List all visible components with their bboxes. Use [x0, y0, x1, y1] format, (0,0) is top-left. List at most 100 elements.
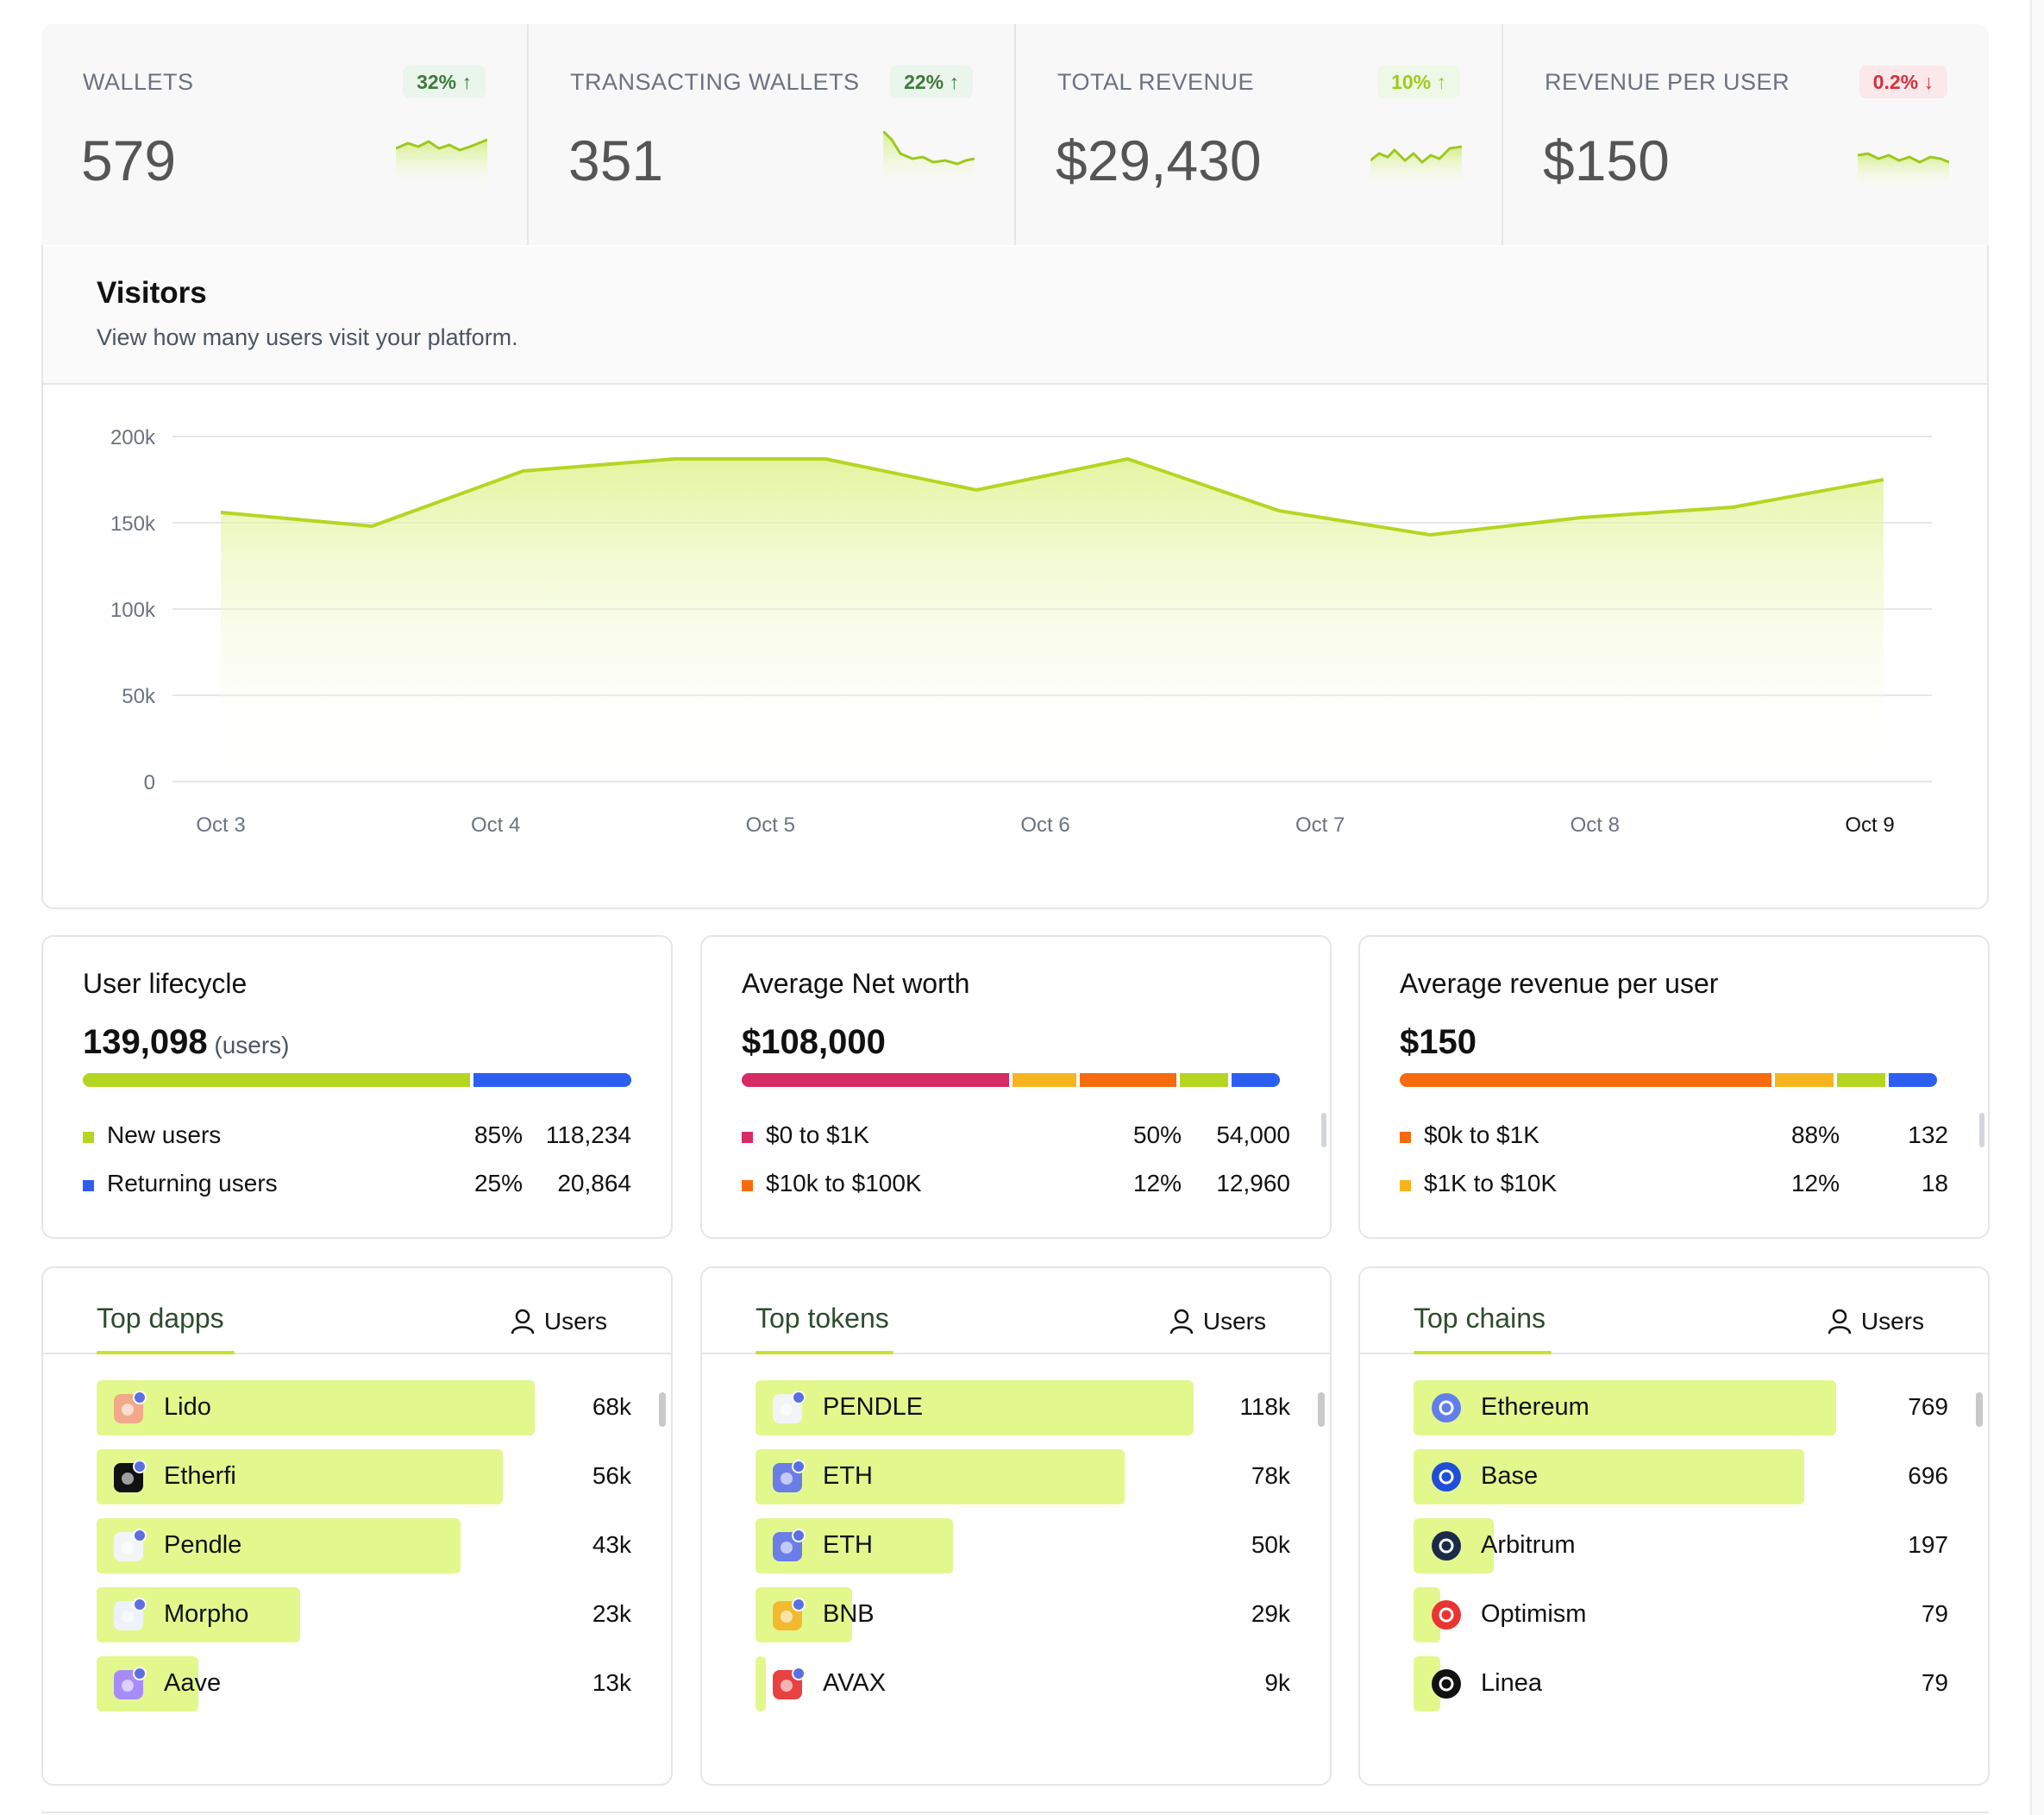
user-icon: [511, 1309, 535, 1335]
list-item[interactable]: Lido 68k: [97, 1380, 631, 1435]
distribution-segment[interactable]: [83, 1073, 470, 1087]
legend-count: 18: [1921, 1170, 1948, 1196]
active-tab-indicator: [97, 1351, 235, 1354]
legend-count: 132: [1908, 1121, 1948, 1148]
list-item[interactable]: PENDLE 118k: [756, 1380, 1290, 1435]
x-tick-label[interactable]: Oct 7: [1295, 813, 1345, 837]
value-bar: [1414, 1380, 1836, 1435]
value-bar: [756, 1587, 852, 1642]
list-item[interactable]: Etherfi 56k: [97, 1449, 631, 1504]
scrollbar-thumb[interactable]: [1321, 1113, 1326, 1147]
list-tab[interactable]: Top dapps: [97, 1303, 224, 1334]
item-name: Base: [1481, 1462, 1539, 1490]
kpi-wallets[interactable]: WALLETS 32% ↑ 579: [41, 24, 529, 245]
distribution-segment[interactable]: [1837, 1073, 1886, 1087]
base-chain-icon: [1429, 1460, 1464, 1494]
item-value: 118k: [1239, 1393, 1290, 1420]
item-name: PENDLE: [823, 1393, 924, 1421]
item-name: ETH: [823, 1462, 873, 1490]
legend-row: $1K to $10K 12% 18: [1400, 1170, 1948, 1204]
item-name: Optimism: [1481, 1600, 1587, 1628]
y-tick-label: 50k: [122, 685, 156, 708]
legend-count: 118,234: [545, 1121, 631, 1148]
distribution-segment[interactable]: [1774, 1073, 1834, 1087]
scrollbar-thumb[interactable]: [1979, 1113, 1984, 1147]
item-name: AVAX: [823, 1669, 887, 1697]
kpi-value: 579: [81, 129, 177, 192]
user-icon: [1828, 1309, 1852, 1335]
list-item[interactable]: ETH 78k: [756, 1449, 1290, 1504]
legend-label: $0k to $1K: [1424, 1121, 1539, 1148]
list-item[interactable]: Linea 79: [1414, 1656, 1948, 1711]
legend-label: New users: [107, 1121, 222, 1148]
scrollbar-thumb[interactable]: [659, 1392, 666, 1427]
morpho-icon: [112, 1598, 147, 1632]
kpi-title: REVENUE PER USER: [1545, 69, 1790, 95]
item-name: Lido: [164, 1393, 211, 1421]
list-item[interactable]: Aave 13k: [97, 1656, 631, 1711]
list-item[interactable]: Pendle 43k: [97, 1518, 631, 1573]
etherfi-icon: [112, 1460, 147, 1494]
distribution-segment[interactable]: [1400, 1073, 1771, 1087]
visitors-line: [220, 457, 1884, 537]
user-icon: [1169, 1309, 1194, 1335]
kpi-change-badge: 22% ↑: [890, 66, 973, 98]
users-label: Users: [543, 1308, 607, 1335]
scrollbar-thumb[interactable]: [1976, 1392, 1983, 1427]
distribution-segment[interactable]: [1013, 1073, 1077, 1087]
distribution-segment[interactable]: [1889, 1073, 1938, 1087]
kpi-revenue-per-user[interactable]: REVENUE PER USER 0.2% ↓ $150: [1503, 24, 1989, 245]
distribution-segment[interactable]: [473, 1073, 631, 1087]
item-name: Linea: [1481, 1669, 1542, 1697]
kpi-total-revenue[interactable]: TOTAL REVENUE 10% ↑ $29,430: [1016, 24, 1503, 245]
scrollbar-thumb[interactable]: [1318, 1392, 1325, 1427]
list-item[interactable]: Base 696: [1414, 1449, 1948, 1504]
legend-label: Returning users: [107, 1170, 278, 1196]
legend-label: $0 to $1K: [766, 1121, 869, 1148]
value-bar: [97, 1380, 536, 1435]
eth-token-icon: [771, 1460, 806, 1494]
list-item[interactable]: AVAX 9k: [756, 1656, 1290, 1711]
users-column-header: Users: [1169, 1308, 1266, 1335]
y-tick-label: 0: [144, 771, 155, 794]
x-tick-label[interactable]: Oct 8: [1571, 813, 1620, 837]
list-tab[interactable]: Top tokens: [756, 1303, 889, 1334]
x-tick-label[interactable]: Oct 9: [1845, 813, 1894, 837]
x-tick-label[interactable]: Oct 4: [471, 813, 520, 837]
distribution-segment[interactable]: [1179, 1073, 1228, 1087]
kpi-transacting-wallets[interactable]: TRANSACTING WALLETS 22% ↑ 351: [529, 24, 1016, 245]
list-item[interactable]: Optimism 79: [1414, 1587, 1948, 1642]
distribution-segment[interactable]: [742, 1073, 1009, 1087]
users-column-header: Users: [511, 1308, 607, 1335]
top-tokens-card: Top tokens Users PENDLE 118k ETH 78k ETH 50k BNB…: [700, 1266, 1332, 1786]
value-bar: [97, 1518, 461, 1573]
card-value: 139,098 (users): [83, 1023, 290, 1062]
item-value: 23k: [592, 1600, 631, 1627]
pendle-token-icon: [771, 1391, 806, 1425]
average-revenue-per-user-card: Average revenue per user $150 $0k to $1K 88…: [1358, 935, 1990, 1239]
list-item[interactable]: Morpho 23k: [97, 1587, 631, 1642]
list-item[interactable]: Arbitrum 197: [1414, 1518, 1948, 1573]
card-title: Average revenue per user: [1400, 968, 1719, 999]
distribution-segment[interactable]: [1080, 1073, 1176, 1087]
item-name: Arbitrum: [1481, 1531, 1576, 1559]
card-value: $150: [1400, 1023, 1477, 1062]
list-item[interactable]: ETH 50k: [756, 1518, 1290, 1573]
item-value: 43k: [592, 1531, 631, 1558]
active-tab-indicator: [1414, 1351, 1552, 1354]
x-tick-label[interactable]: Oct 6: [1020, 813, 1069, 837]
page-scrollbar-track[interactable]: [2030, 0, 2044, 1815]
legend-swatch: [1400, 1132, 1411, 1143]
x-tick-label[interactable]: Oct 3: [196, 813, 245, 837]
kpi-change-badge: 10% ↑: [1377, 66, 1460, 98]
x-tick-label[interactable]: Oct 5: [746, 813, 795, 837]
value-number: $150: [1400, 1023, 1477, 1061]
legend-percent: 85%: [473, 1121, 523, 1148]
y-tick-label: 100k: [110, 599, 156, 622]
list-tab[interactable]: Top chains: [1414, 1303, 1546, 1334]
distribution-segment[interactable]: [1231, 1073, 1280, 1087]
legend-swatch: [742, 1132, 753, 1143]
linea-chain-icon: [1429, 1667, 1464, 1701]
list-item[interactable]: Ethereum 769: [1414, 1380, 1948, 1435]
list-item[interactable]: BNB 29k: [756, 1587, 1290, 1642]
